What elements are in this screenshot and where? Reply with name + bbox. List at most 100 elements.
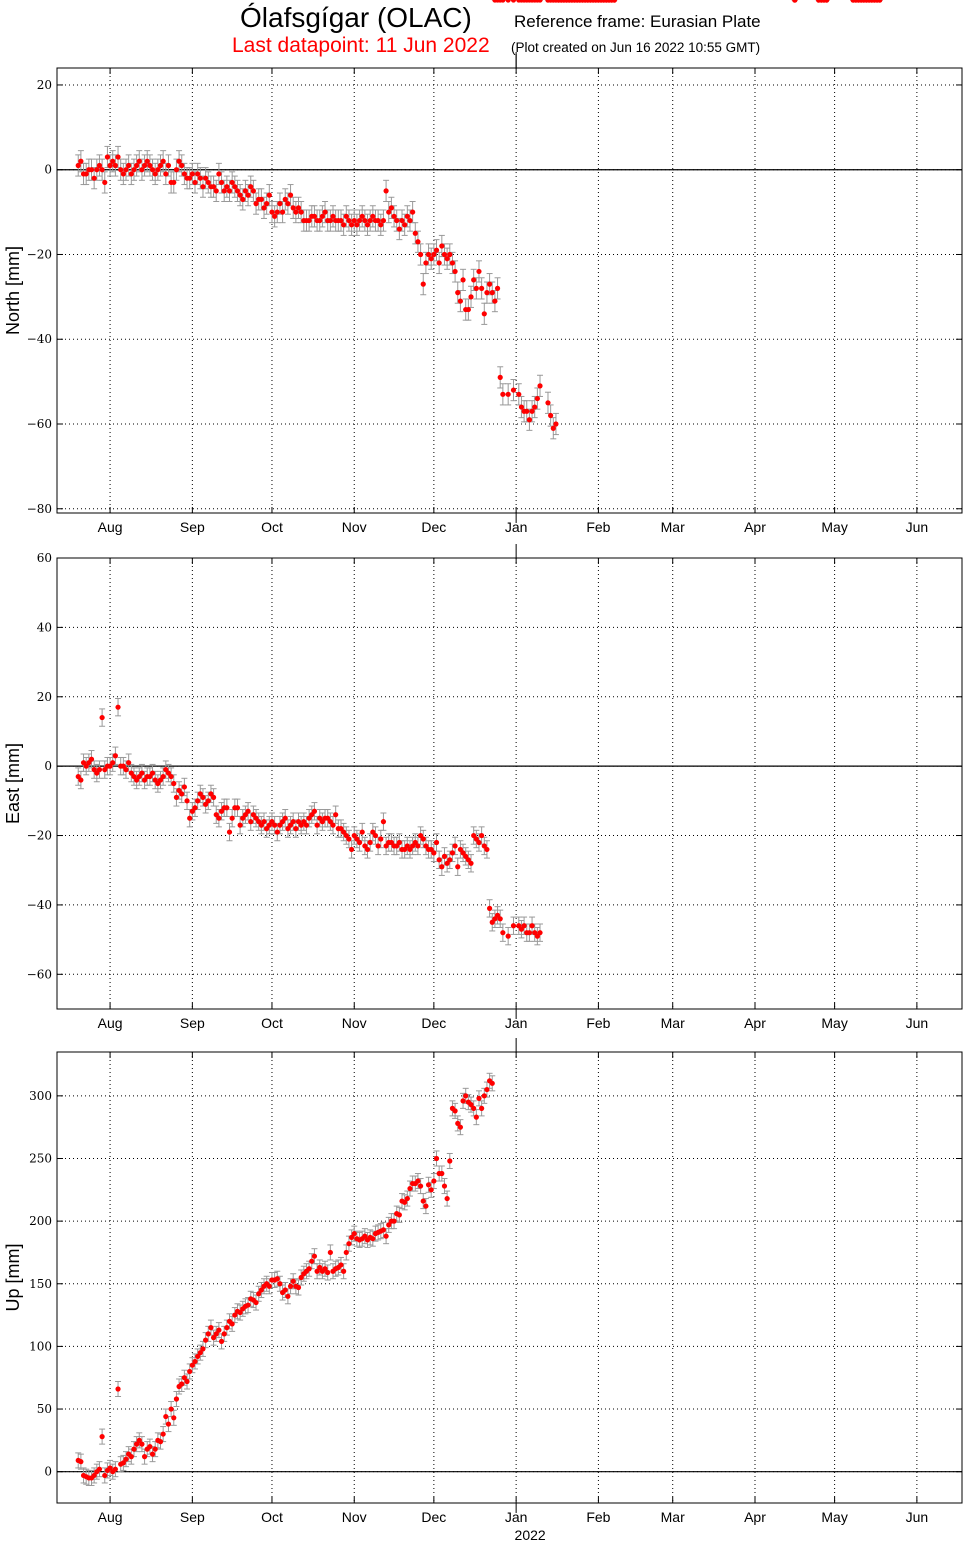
up-data-point bbox=[877, 0, 883, 3]
north-data-point bbox=[131, 167, 137, 173]
north-data-point bbox=[277, 201, 283, 207]
north-data-point bbox=[115, 154, 121, 160]
east-data-point bbox=[237, 822, 243, 828]
up-data-point bbox=[407, 1185, 413, 1192]
east-data-point bbox=[378, 836, 384, 842]
north-ytick-label: 0 bbox=[44, 163, 52, 177]
east-ytick-label: −60 bbox=[27, 967, 52, 981]
east-data-point bbox=[415, 843, 421, 849]
north-data-point bbox=[250, 188, 256, 194]
north-data-point bbox=[423, 260, 429, 266]
up-xtick-label: Feb bbox=[586, 1509, 610, 1525]
north-data-point bbox=[391, 213, 397, 219]
up-data-point bbox=[197, 1350, 203, 1356]
up-xtick-label: Jun bbox=[906, 1509, 929, 1525]
up-data-point bbox=[457, 1124, 464, 1130]
north-data-point bbox=[348, 222, 355, 228]
east-data-point bbox=[192, 805, 198, 811]
east-data-point bbox=[431, 850, 437, 856]
east-data-point bbox=[372, 832, 379, 839]
up-xtick-label: Dec bbox=[421, 1509, 446, 1525]
north-data-point bbox=[136, 158, 142, 164]
north-data-point bbox=[399, 217, 405, 224]
up-ytick-label: 250 bbox=[29, 1151, 52, 1165]
up-data-point bbox=[433, 1155, 440, 1162]
north-data-point bbox=[287, 192, 294, 198]
north-data-point bbox=[229, 179, 235, 186]
north-data-point bbox=[248, 184, 254, 190]
north-data-point bbox=[123, 167, 129, 173]
east-data-point bbox=[333, 812, 339, 818]
up-data-point bbox=[96, 1466, 103, 1472]
north-data-point bbox=[330, 213, 336, 219]
up-data-point bbox=[463, 1093, 469, 1099]
north-data-point bbox=[298, 209, 304, 215]
east-data-point bbox=[303, 822, 310, 828]
east-data-point bbox=[500, 930, 506, 936]
up-data-point bbox=[205, 1331, 211, 1337]
north-data-point bbox=[548, 412, 554, 419]
north-data-point bbox=[242, 188, 249, 194]
east-data-point bbox=[468, 860, 474, 866]
east-data-point bbox=[272, 822, 278, 828]
east-plot-frame bbox=[56, 557, 963, 1010]
north-data-point bbox=[359, 213, 365, 219]
up-data-point bbox=[311, 1253, 318, 1259]
north-data-point bbox=[386, 209, 392, 215]
up-xtick-label: Jan bbox=[505, 1509, 528, 1525]
north-data-point bbox=[99, 167, 105, 173]
up-data-point bbox=[417, 1183, 424, 1189]
north-data-point bbox=[510, 387, 517, 393]
north-data-point bbox=[181, 171, 187, 177]
up-data-point bbox=[348, 1234, 355, 1241]
north-data-point bbox=[134, 162, 140, 169]
north-data-point bbox=[205, 179, 211, 186]
reference-frame-label: Reference frame: Eurasian Plate bbox=[514, 12, 761, 31]
east-xtick-label: Jan bbox=[505, 1015, 528, 1031]
north-axis-label: North [mm] bbox=[3, 246, 23, 335]
east-xtick-label: Apr bbox=[744, 1015, 766, 1031]
north-data-point bbox=[258, 196, 264, 202]
east-data-point bbox=[359, 829, 365, 835]
east-data-point bbox=[455, 864, 461, 870]
north-data-point bbox=[481, 311, 487, 317]
east-data-point bbox=[88, 756, 95, 762]
east-ytick-label: −40 bbox=[27, 898, 52, 912]
north-data-point bbox=[415, 239, 421, 245]
north-data-point bbox=[272, 213, 278, 219]
up-data-point bbox=[460, 1098, 466, 1104]
north-data-point bbox=[147, 162, 153, 169]
east-data-point bbox=[452, 843, 458, 849]
up-data-point bbox=[216, 1327, 222, 1333]
up-data-point bbox=[338, 1262, 344, 1268]
east-data-point bbox=[149, 770, 156, 776]
east-xtick-label: Sep bbox=[180, 1015, 205, 1031]
east-data-point bbox=[110, 760, 116, 766]
north-data-point bbox=[96, 162, 103, 169]
north-data-point bbox=[537, 383, 543, 389]
up-data-point bbox=[351, 1231, 357, 1237]
up-data-point bbox=[423, 1203, 429, 1209]
up-data-point bbox=[112, 1466, 118, 1472]
east-data-point bbox=[282, 815, 288, 821]
up-ytick-label: 100 bbox=[29, 1339, 52, 1353]
up-data-point bbox=[141, 1454, 148, 1460]
north-xtick-label: Apr bbox=[744, 519, 766, 535]
up-data-point bbox=[139, 1441, 145, 1447]
east-data-point bbox=[479, 832, 485, 839]
north-data-point bbox=[171, 179, 177, 186]
east-data-point bbox=[96, 767, 103, 773]
up-data-point bbox=[221, 1331, 227, 1337]
east-data-point bbox=[261, 819, 267, 825]
east-data-point bbox=[537, 930, 543, 936]
up-data-point bbox=[134, 1441, 140, 1447]
east-data-point bbox=[449, 850, 456, 856]
north-data-point bbox=[367, 217, 373, 224]
north-panel: Aug Sep Oct Nov Dec Jan Feb Mar Apr May Jun 20 0 −20 −… bbox=[3, 0, 963, 535]
north-data-point bbox=[407, 217, 413, 224]
east-data-point bbox=[346, 836, 352, 842]
north-data-point bbox=[83, 171, 89, 177]
north-data-point bbox=[234, 188, 241, 194]
east-data-point bbox=[497, 916, 503, 922]
up-data-point bbox=[78, 1459, 84, 1465]
